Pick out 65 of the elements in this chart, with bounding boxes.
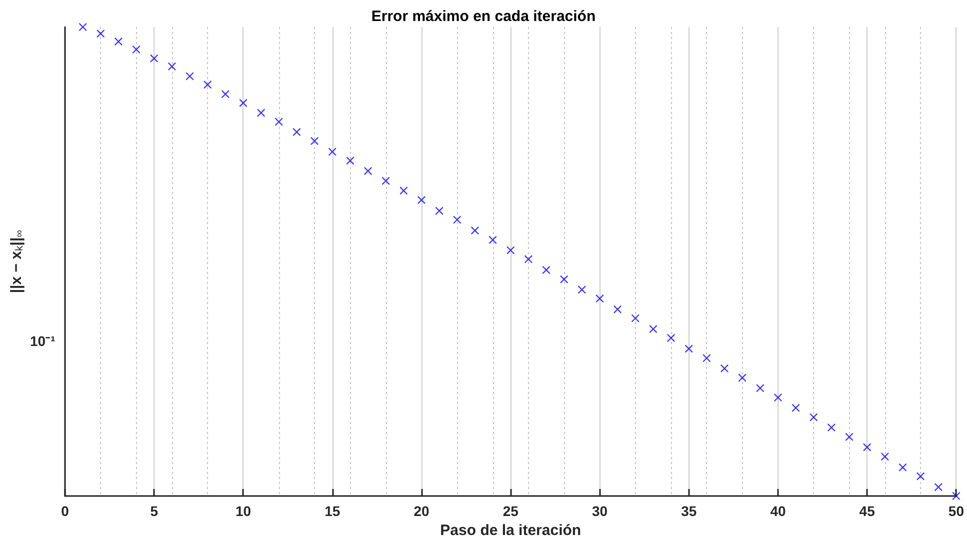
point bbox=[542, 266, 550, 274]
point bbox=[578, 286, 586, 294]
point bbox=[274, 118, 283, 126]
point bbox=[470, 226, 479, 235]
point bbox=[863, 443, 872, 452]
point bbox=[649, 325, 658, 334]
point bbox=[720, 364, 728, 372]
text: 10⁻¹ bbox=[30, 333, 56, 349]
x-tick-label: 25 bbox=[502, 503, 519, 519]
x-tick-label: 30 bbox=[592, 503, 608, 519]
point bbox=[898, 463, 907, 472]
point bbox=[596, 294, 604, 303]
point bbox=[239, 98, 248, 107]
x-tick-label: 40 bbox=[770, 503, 786, 519]
x-tick-label: 10 bbox=[235, 503, 252, 519]
point bbox=[204, 80, 212, 89]
point bbox=[328, 148, 336, 156]
point bbox=[78, 23, 87, 31]
point bbox=[560, 275, 568, 284]
point bbox=[702, 354, 711, 362]
x-tick-label: 35 bbox=[681, 503, 697, 519]
point bbox=[934, 483, 942, 492]
x-tick-label: 0 bbox=[61, 503, 70, 519]
point bbox=[667, 334, 676, 342]
y-axis-title: ||x − xk||∞ bbox=[8, 229, 26, 294]
point bbox=[346, 156, 354, 165]
point bbox=[364, 166, 372, 175]
point bbox=[453, 216, 462, 224]
point bbox=[827, 424, 836, 432]
point bbox=[168, 62, 176, 70]
point bbox=[292, 128, 301, 136]
chart-title: Error máximo en cada iteración bbox=[371, 8, 596, 25]
point bbox=[221, 90, 230, 98]
point bbox=[417, 196, 426, 204]
point bbox=[400, 186, 408, 195]
x-tick-label: 45 bbox=[859, 503, 876, 519]
x-tick-label: 5 bbox=[150, 503, 158, 519]
point bbox=[756, 384, 764, 392]
point bbox=[684, 344, 693, 353]
point bbox=[310, 136, 319, 145]
x-axis-title: Paso de la iteración bbox=[440, 522, 582, 539]
point bbox=[506, 246, 515, 254]
point bbox=[114, 38, 122, 46]
point bbox=[952, 492, 960, 500]
point bbox=[631, 314, 640, 322]
point bbox=[916, 472, 925, 480]
point bbox=[810, 413, 818, 422]
x-tick-label: 15 bbox=[324, 503, 340, 519]
point bbox=[774, 394, 782, 402]
point bbox=[435, 206, 444, 215]
point bbox=[524, 255, 532, 264]
point bbox=[186, 72, 194, 80]
point bbox=[132, 46, 140, 54]
point bbox=[382, 176, 390, 185]
x-tick-label: 50 bbox=[948, 503, 964, 519]
point bbox=[880, 452, 889, 461]
point bbox=[96, 30, 105, 38]
point bbox=[614, 305, 622, 314]
point bbox=[257, 108, 266, 117]
point bbox=[845, 432, 854, 441]
point bbox=[150, 54, 158, 62]
point bbox=[792, 404, 800, 412]
point bbox=[738, 374, 746, 382]
x-tick-label: 20 bbox=[414, 503, 430, 519]
point bbox=[488, 236, 497, 244]
